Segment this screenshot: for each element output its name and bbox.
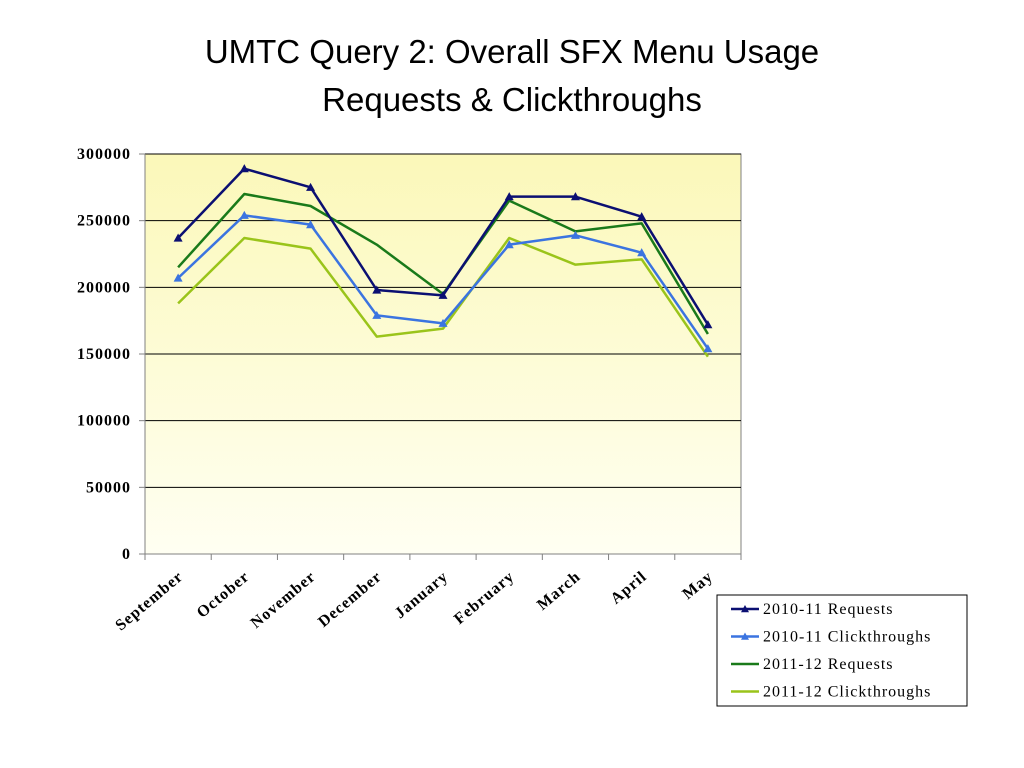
data-point	[372, 310, 382, 319]
series-line	[177, 236, 709, 358]
data-point	[637, 212, 647, 221]
y-tick-label: 200000	[77, 279, 131, 296]
legend-marker	[741, 605, 749, 613]
x-tick-label: February	[451, 568, 518, 628]
data-point	[306, 182, 316, 191]
x-tick-label: September	[112, 568, 186, 634]
y-tick-label: 250000	[77, 213, 131, 230]
x-tick-label: November	[248, 568, 320, 632]
legend-label: 2010-11 Requests	[763, 601, 894, 618]
data-point	[372, 285, 382, 294]
data-point	[173, 233, 183, 242]
data-point	[703, 344, 713, 353]
legend-label: 2010-11 Clickthroughs	[763, 629, 931, 646]
x-tick-label: January	[392, 568, 452, 622]
x-tick-label: October	[194, 568, 253, 622]
data-point	[570, 230, 580, 239]
legend	[716, 594, 968, 707]
legend-label: 2011-12 Clickthroughs	[763, 684, 931, 701]
data-point	[173, 273, 183, 282]
x-tick-label: December	[315, 568, 385, 631]
data-point	[504, 240, 514, 249]
y-tick-label: 300000	[77, 146, 131, 163]
data-point	[637, 248, 647, 257]
legend-label: 2011-12 Requests	[763, 656, 894, 673]
data-point	[703, 320, 713, 329]
data-point	[438, 290, 448, 299]
data-point	[239, 210, 249, 219]
chart-subtitle: Requests & Clickthroughs	[322, 81, 702, 118]
y-tick-label: 150000	[77, 346, 131, 363]
x-tick-label: April	[608, 568, 651, 608]
chart-title: UMTC Query 2: Overall SFX Menu Usage	[204, 33, 820, 70]
data-point	[438, 318, 448, 327]
legend-marker	[741, 632, 749, 640]
y-tick-label: 100000	[77, 413, 131, 430]
data-point	[306, 220, 316, 229]
y-tick-label: 0	[122, 546, 131, 563]
y-tick-label: 50000	[86, 479, 131, 496]
data-point	[504, 192, 514, 201]
x-tick-label: May	[679, 568, 716, 603]
data-point	[570, 192, 580, 201]
x-tick-label: March	[534, 568, 584, 614]
data-point	[239, 164, 249, 173]
chart-title-block: UMTC Query 2: Overall SFX Menu Usage Req…	[0, 28, 1024, 124]
